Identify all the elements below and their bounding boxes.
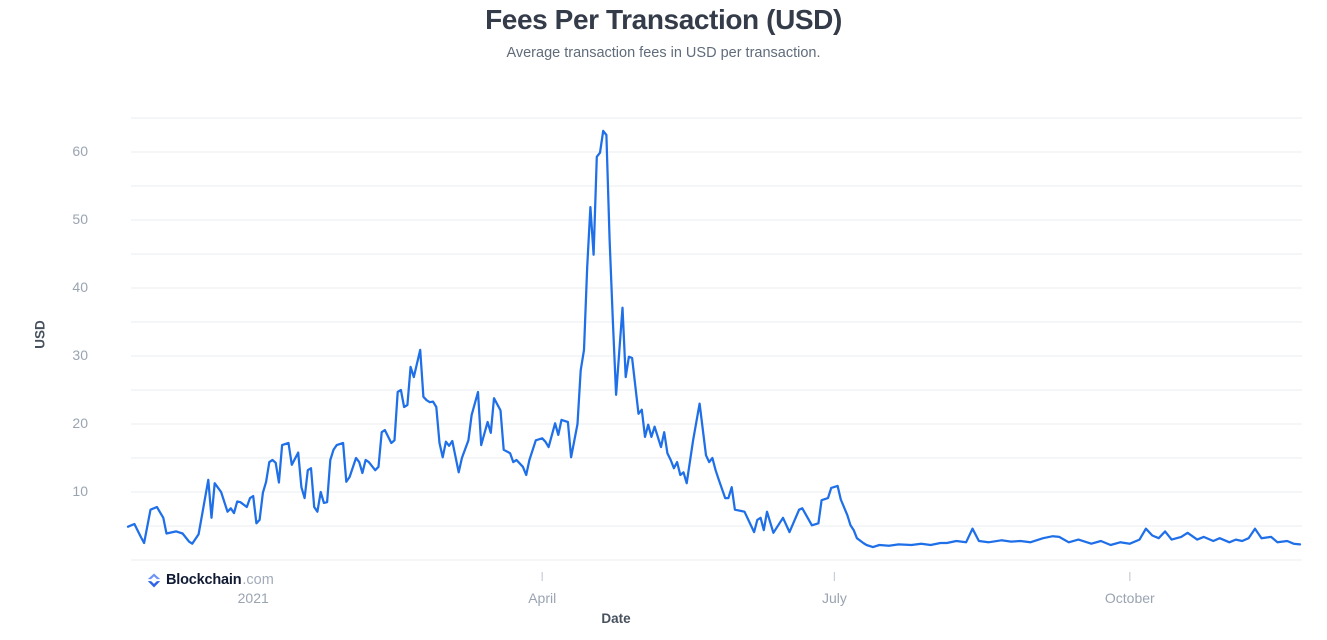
chart-header: Fees Per Transaction (USD) Average trans… — [0, 0, 1327, 61]
x-axis-unit-label: Date — [601, 611, 631, 626]
x-tick-label-april: April — [528, 590, 557, 606]
logo-text: Blockchain — [166, 572, 242, 588]
y-axis-unit-label: USD — [32, 320, 48, 349]
y-tick-label-10: 10 — [72, 483, 88, 499]
logo-tld-text: .com — [242, 572, 274, 588]
page-title: Fees Per Transaction (USD) — [485, 4, 842, 35]
blockchain-diamond-icon — [147, 573, 161, 588]
y-tick-label-30: 30 — [72, 347, 88, 363]
x-tick-label-july: July — [821, 590, 847, 606]
page-subtitle: Average transaction fees in USD per tran… — [506, 45, 821, 61]
y-tick-label-40: 40 — [72, 279, 88, 295]
x-tick-label-october: October — [1104, 590, 1155, 606]
y-tick-label-20: 20 — [72, 415, 88, 431]
blockchain-logo[interactable]: Blockchain .com — [147, 571, 274, 589]
fee-line-series[interactable] — [126, 129, 1302, 549]
x-tick-label-2021: 2021 — [237, 590, 269, 606]
y-tick-label-50: 50 — [72, 211, 88, 227]
y-tick-label-60: 60 — [72, 143, 88, 159]
